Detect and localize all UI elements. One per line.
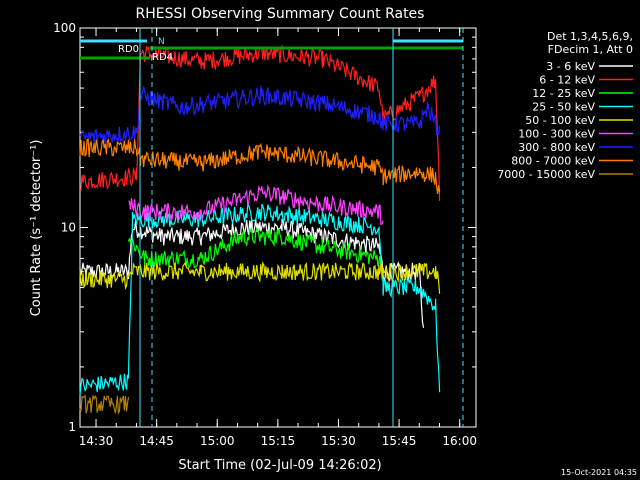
- x-tick-label: 14:30: [79, 434, 114, 448]
- footer-timestamp: 15-Oct-2021 04:35: [561, 468, 637, 477]
- y-axis: 1 10 100: [53, 21, 476, 434]
- series-layer: [79, 44, 441, 415]
- series-line-5: [79, 261, 441, 294]
- annotation-layer: RD0 RD4 N: [80, 28, 464, 427]
- x-tick-label: 15:15: [261, 434, 296, 448]
- chart-title: RHESSI Observing Summary Count Rates: [136, 6, 425, 22]
- rd4-label: RD4: [152, 52, 173, 63]
- series-line-3: [127, 226, 384, 277]
- legend: Det 1,3,4,5,6,9, FDecim 1, Att 0 3 - 6 k…: [497, 30, 633, 181]
- series-line-8: [79, 137, 441, 194]
- series-line-9: [79, 393, 130, 415]
- x-tick-label: 15:00: [200, 434, 235, 448]
- y-axis-label: Count Rate (s⁻¹ detector⁻¹): [29, 140, 44, 317]
- y-tick-label: 1: [68, 420, 76, 434]
- x-axis: 14:30 14:45 15:00 15:15 15:30 15:45 16:00: [79, 28, 477, 448]
- legend-label-4: 25 - 50 keV: [532, 101, 595, 114]
- series-line-6: [128, 184, 384, 226]
- legend-label-8: 800 - 7000 keV: [511, 155, 595, 168]
- legend-label-5: 50 - 100 keV: [525, 114, 595, 127]
- y-tick-label: 10: [61, 221, 76, 235]
- x-tick-label: 14:45: [139, 434, 174, 448]
- legend-label-3: 12 - 25 keV: [532, 87, 595, 100]
- legend-header-2: FDecim 1, Att 0: [548, 43, 633, 56]
- legend-header-1: Det 1,3,4,5,6,9,: [547, 30, 633, 43]
- n-label: N: [158, 37, 165, 47]
- x-tick-label: 16:00: [442, 434, 477, 448]
- x-tick-label: 15:30: [321, 434, 356, 448]
- legend-label-2: 6 - 12 keV: [539, 74, 595, 87]
- legend-label-6: 100 - 300 keV: [518, 128, 595, 141]
- x-tick-label: 15:45: [382, 434, 417, 448]
- series-line-7: [79, 85, 441, 145]
- legend-label-7: 300 - 800 keV: [518, 141, 595, 154]
- x-axis-label: Start Time (02-Jul-09 14:26:02): [178, 458, 381, 473]
- legend-label-1: 3 - 6 keV: [546, 60, 595, 73]
- rd0-label: RD0: [118, 44, 139, 55]
- legend-label-9: 7000 - 15000 keV: [497, 168, 595, 181]
- y-tick-label: 100: [53, 21, 76, 35]
- series-line-4: [79, 203, 441, 396]
